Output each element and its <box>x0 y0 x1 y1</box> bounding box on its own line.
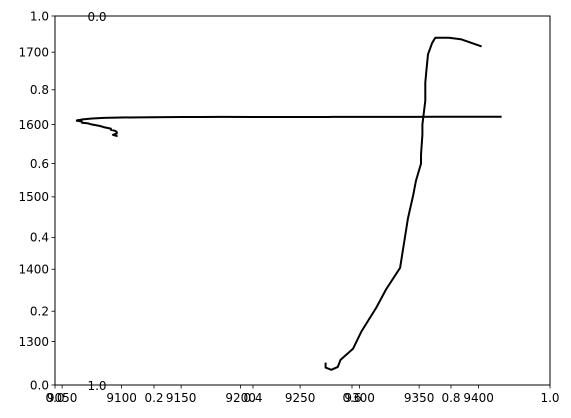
primary-y-tick-label: 1.0 <box>30 9 49 23</box>
primary-x-tick: 1.0 <box>540 385 560 405</box>
plot-frame <box>54 15 551 386</box>
secondary-x-tick: 9300 <box>344 385 375 405</box>
trace-line-1 <box>75 115 502 137</box>
axes-primary: 0.0 0.2 0.4 0.6 0.8 1.0 0.0 0.2 0.4 0.6 0.8 1.0 <box>30 9 560 405</box>
secondary-x-tick-label: 9250 <box>285 391 316 405</box>
secondary-y-tick-label: 1400 <box>18 263 49 277</box>
primary-y-tick: 0.2 <box>30 305 55 319</box>
secondary-x-tick: 9350 <box>404 385 435 405</box>
axes-secondary: 9050 9100 9150 9200 9250 9300 9350 9400 1300 1400… <box>18 10 493 405</box>
primary-x-tick-label: 0.4 <box>243 391 262 405</box>
primary-x-tick: 0.6 <box>342 385 362 405</box>
primary-y-tick-label: 0.6 <box>30 157 49 171</box>
primary-y-tick-label: 0.0 <box>30 378 49 392</box>
primary-x-tick: 0.4 <box>243 385 263 405</box>
secondary-y-tick: 1600 <box>18 118 55 132</box>
plot-area <box>55 16 550 385</box>
primary-y-tick-label: 0.4 <box>30 231 49 245</box>
secondary-x-tick-label: 9150 <box>166 391 197 405</box>
primary-x-tick-label: 0.0 <box>45 391 64 405</box>
primary-x-tick-label: 1.0 <box>540 391 559 405</box>
primary-x-tick-label: 0.6 <box>342 391 361 405</box>
secondary-x-tick-label: 9200 <box>225 391 256 405</box>
trace-line-2 <box>324 36 482 371</box>
primary-x-tick-label: 0.8 <box>441 391 460 405</box>
bottom-stray-tick-label: 1.0 <box>87 379 106 393</box>
primary-x-tick: 0.8 <box>441 385 461 405</box>
primary-y-tick: 1.0 <box>30 9 55 23</box>
secondary-y-tick-label: 1600 <box>18 118 49 132</box>
secondary-y-tick: 1500 <box>18 190 55 204</box>
primary-x-tick: 0.0 <box>45 385 65 405</box>
secondary-y-tick: 1300 <box>18 335 55 349</box>
secondary-x-tick: 9400 <box>463 385 494 405</box>
primary-y-tick-label: 0.2 <box>30 305 49 319</box>
primary-x-tick-label: 0.2 <box>144 391 163 405</box>
secondary-x-tick-label: 9050 <box>47 391 78 405</box>
secondary-x-tick: 9150 <box>166 385 197 405</box>
secondary-x-tick: 9100 <box>106 385 137 405</box>
secondary-y-tick-label: 1300 <box>18 335 49 349</box>
secondary-x-tick: 9050 <box>47 385 78 405</box>
primary-y-tick: 0.6 <box>30 157 55 171</box>
secondary-x-tick-label: 9100 <box>106 391 137 405</box>
secondary-x-tick-label: 9350 <box>404 391 435 405</box>
data-traces <box>75 36 502 371</box>
primary-y-tick: 0.4 <box>30 231 55 245</box>
secondary-x-tick: 9250 <box>285 385 316 405</box>
primary-x-tick: 0.2 <box>144 385 164 405</box>
secondary-x-tick: 9200 <box>225 385 256 405</box>
secondary-y-tick: 1700 <box>18 45 55 59</box>
secondary-x-tick-label: 9300 <box>344 391 375 405</box>
primary-y-tick: 0.0 <box>30 378 55 392</box>
secondary-y-tick-label: 1500 <box>18 190 49 204</box>
secondary-x-tick-label: 9400 <box>463 391 494 405</box>
primary-y-tick: 0.8 <box>30 83 55 97</box>
top-stray-tick-label: 0.0 <box>87 10 106 24</box>
secondary-y-tick-label: 1700 <box>18 45 49 59</box>
primary-y-tick-label: 0.8 <box>30 83 49 97</box>
secondary-y-tick: 1400 <box>18 263 55 277</box>
